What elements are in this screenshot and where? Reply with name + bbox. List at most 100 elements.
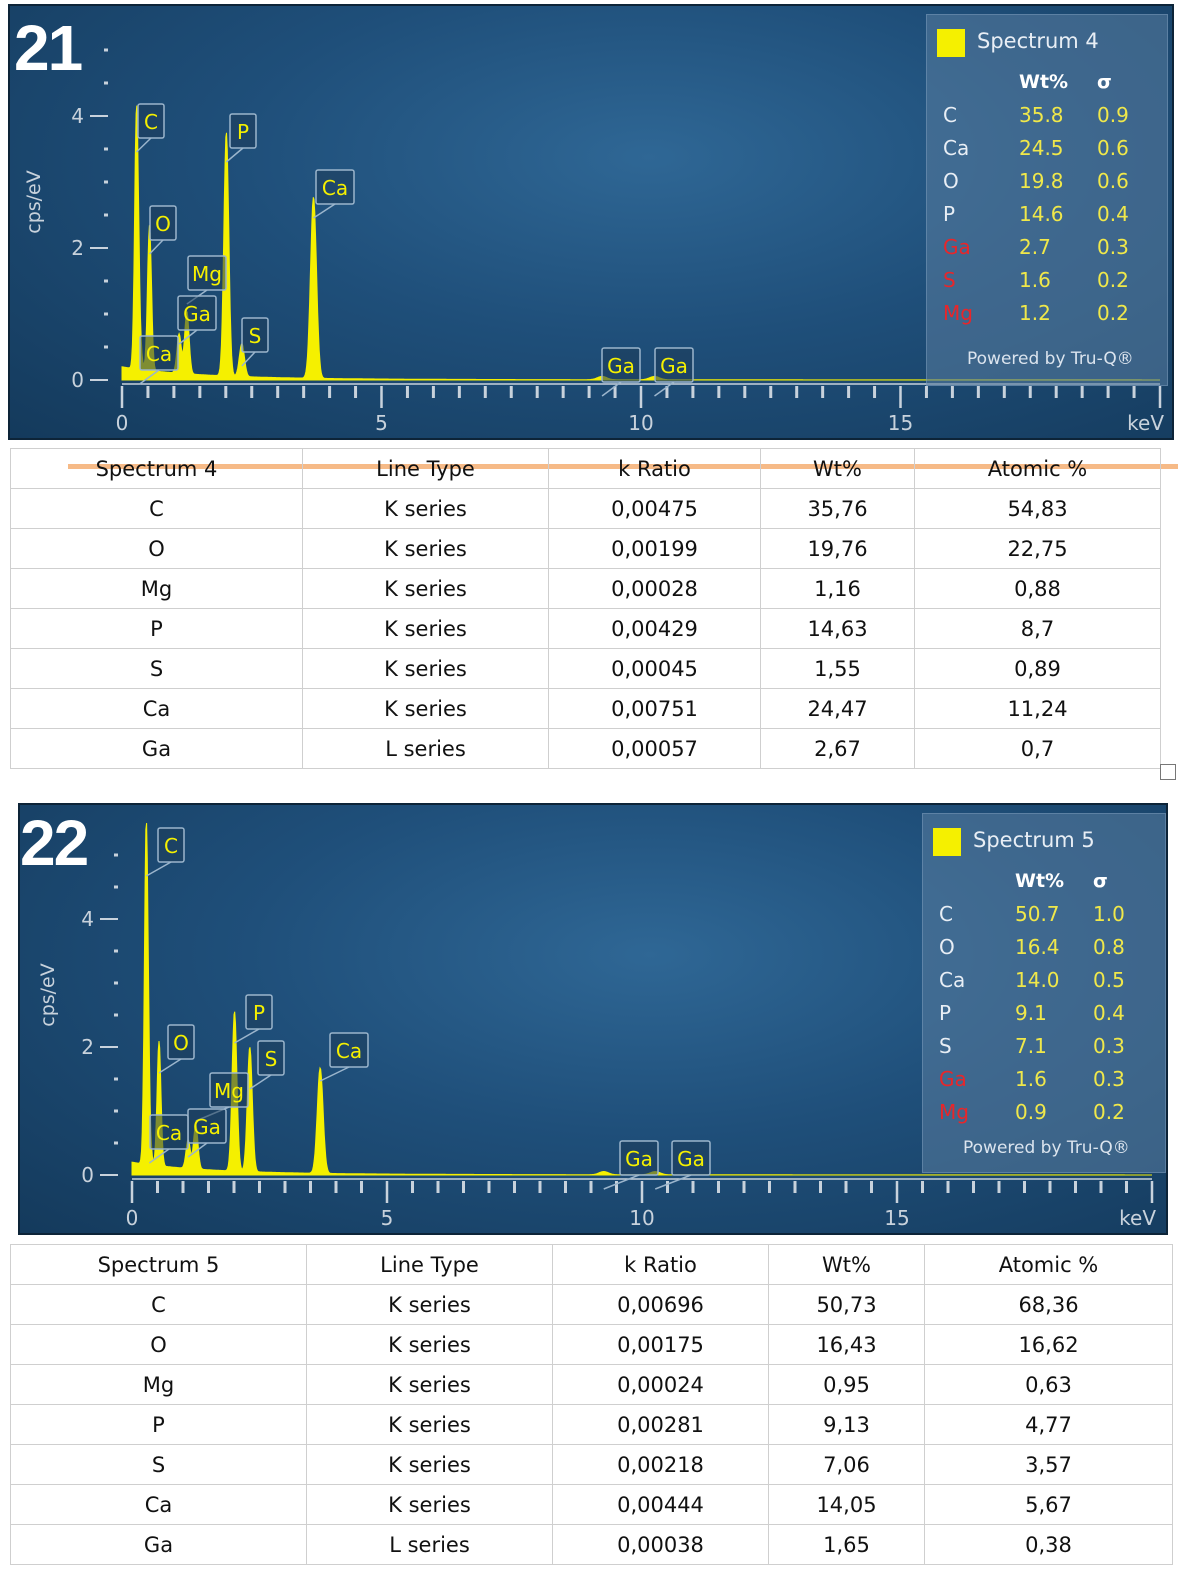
peak-label-text: Ga [677, 1147, 705, 1171]
peak-label-c: C [136, 103, 165, 153]
legend-wt-value: 0.9 [1015, 1100, 1047, 1124]
peak-label-ca: Ca [313, 169, 355, 219]
powered-by-text: Powered by Tru-Q® [967, 349, 1134, 369]
resize-handle[interactable] [1160, 764, 1176, 780]
peak-label-text: Mg [192, 262, 222, 286]
table-cell: S [10, 648, 303, 689]
legend-wt-value: 1.6 [1015, 1067, 1047, 1091]
legend-sigma-value: 0.3 [1093, 1067, 1125, 1091]
legend-element: Ga [939, 1067, 967, 1091]
table-cell: 0,00199 [548, 528, 761, 569]
table-cell: 5,67 [924, 1484, 1173, 1525]
x-tick-label: 0 [116, 411, 129, 435]
legend-sigma-value: 0.6 [1097, 136, 1129, 160]
y-axis-label: cps/eV [37, 963, 59, 1027]
peak-label-p: P [234, 994, 273, 1044]
x-tick-label: 15 [884, 1206, 909, 1230]
table-cell: 0,00175 [552, 1324, 769, 1365]
table-header-row: Spectrum 5 Line Type k Ratio Wt% Atomic % [10, 1244, 1173, 1285]
figure-number-22: 22 [20, 807, 89, 879]
y-tick-label: 0 [81, 1163, 94, 1187]
table-cell: O [10, 1324, 307, 1365]
legend-title: Spectrum 5 [973, 828, 1095, 852]
table-cell: 1,55 [760, 648, 915, 689]
table-cell: 0,00475 [548, 488, 761, 529]
results-table-spectrum-5: Spectrum 5 Line Type k Ratio Wt% Atomic % C K … [10, 1244, 1173, 1565]
table-cell: L series [306, 1524, 553, 1565]
table-cell: 3,57 [924, 1444, 1173, 1485]
table-cell: 1,16 [760, 568, 915, 609]
table-cell: K series [306, 1284, 553, 1325]
peak-label-ga: Ga [601, 347, 641, 397]
table-cell: 14,05 [768, 1484, 925, 1525]
y-tick-label: 4 [81, 907, 94, 931]
table-row: Ga L series 0,00038 1,65 0,38 [10, 1524, 1173, 1565]
column-header: Atomic % [924, 1244, 1173, 1285]
peak-label-ga: Ga [177, 295, 217, 345]
peak-label-ga: Ga [603, 1140, 659, 1190]
peak-label-text: Ga [183, 302, 211, 326]
table-cell: P [10, 608, 303, 649]
table-cell: 22,75 [914, 528, 1161, 569]
peak-label-s: S [249, 1040, 285, 1090]
x-tick-label: 5 [375, 411, 388, 435]
peak-label-ga: Ga [654, 1140, 711, 1190]
legend-wt-value: 1.6 [1019, 268, 1051, 292]
peak-label-ca: Ca [148, 1114, 189, 1164]
table-cell: 0,95 [768, 1364, 925, 1405]
legend-sigma-value: 0.8 [1093, 935, 1125, 959]
powered-by-text: Powered by Tru-Q® [963, 1138, 1130, 1158]
table-cell: K series [306, 1444, 553, 1485]
table-cell: 35,76 [760, 488, 915, 529]
table-cell: 16,43 [768, 1324, 925, 1365]
legend-wt-value: 24.5 [1019, 136, 1064, 160]
table-cell: 68,36 [924, 1284, 1173, 1325]
table-cell: K series [302, 648, 549, 689]
y-tick-label: 2 [71, 236, 84, 260]
peak-label-text: O [173, 1031, 189, 1055]
legend-wt-value: 50.7 [1015, 902, 1060, 926]
legend-element: S [943, 268, 956, 292]
peak-label-ca: Ca [139, 335, 179, 385]
column-header: Wt% [760, 448, 915, 489]
table-row: Ca K series 0,00444 14,05 5,67 [10, 1484, 1173, 1525]
peak-label-text: P [253, 1001, 265, 1025]
legend-sigma-value: 0.2 [1097, 268, 1129, 292]
table-cell: K series [302, 608, 549, 649]
legend-element: P [939, 1001, 952, 1025]
peak-label-ca: Ca [319, 1032, 369, 1082]
table-cell: S [10, 1444, 307, 1485]
table-cell: 14,63 [760, 608, 915, 649]
table-cell: 0,00024 [552, 1364, 769, 1405]
table-cell: 0,00281 [552, 1404, 769, 1445]
legend-swatch [937, 29, 965, 57]
table-cell: 19,76 [760, 528, 915, 569]
table-cell: K series [302, 488, 549, 529]
peak-label-c: C [145, 827, 185, 877]
table-cell: 11,24 [914, 688, 1161, 729]
legend-sigma-value: 0.3 [1093, 1034, 1125, 1058]
column-header: Atomic % [914, 448, 1161, 489]
table-cell: 16,62 [924, 1324, 1173, 1365]
legend-element: C [939, 902, 953, 926]
peak-label-ga: Ga [187, 1108, 227, 1158]
table-cell: 0,00057 [548, 728, 761, 769]
legend-sigma-value: 0.2 [1093, 1100, 1125, 1124]
table-cell: K series [306, 1324, 553, 1365]
legend-sigma-value: 1.0 [1093, 902, 1125, 926]
table-cell: 0,00696 [552, 1284, 769, 1325]
legend-sigma-value: 0.4 [1097, 202, 1129, 226]
table-cell: 0,00429 [548, 608, 761, 649]
column-header: Line Type [306, 1244, 553, 1285]
legend-title: Spectrum 4 [977, 29, 1099, 53]
peak-label-text: S [265, 1047, 278, 1071]
table-header-row: Spectrum 4 Line Type k Ratio Wt% Atomic % [10, 448, 1161, 489]
legend-element: C [943, 103, 957, 127]
legend-wt-value: 2.7 [1019, 235, 1051, 259]
legend-wt-value: 14.0 [1015, 968, 1060, 992]
table-cell: K series [302, 568, 549, 609]
